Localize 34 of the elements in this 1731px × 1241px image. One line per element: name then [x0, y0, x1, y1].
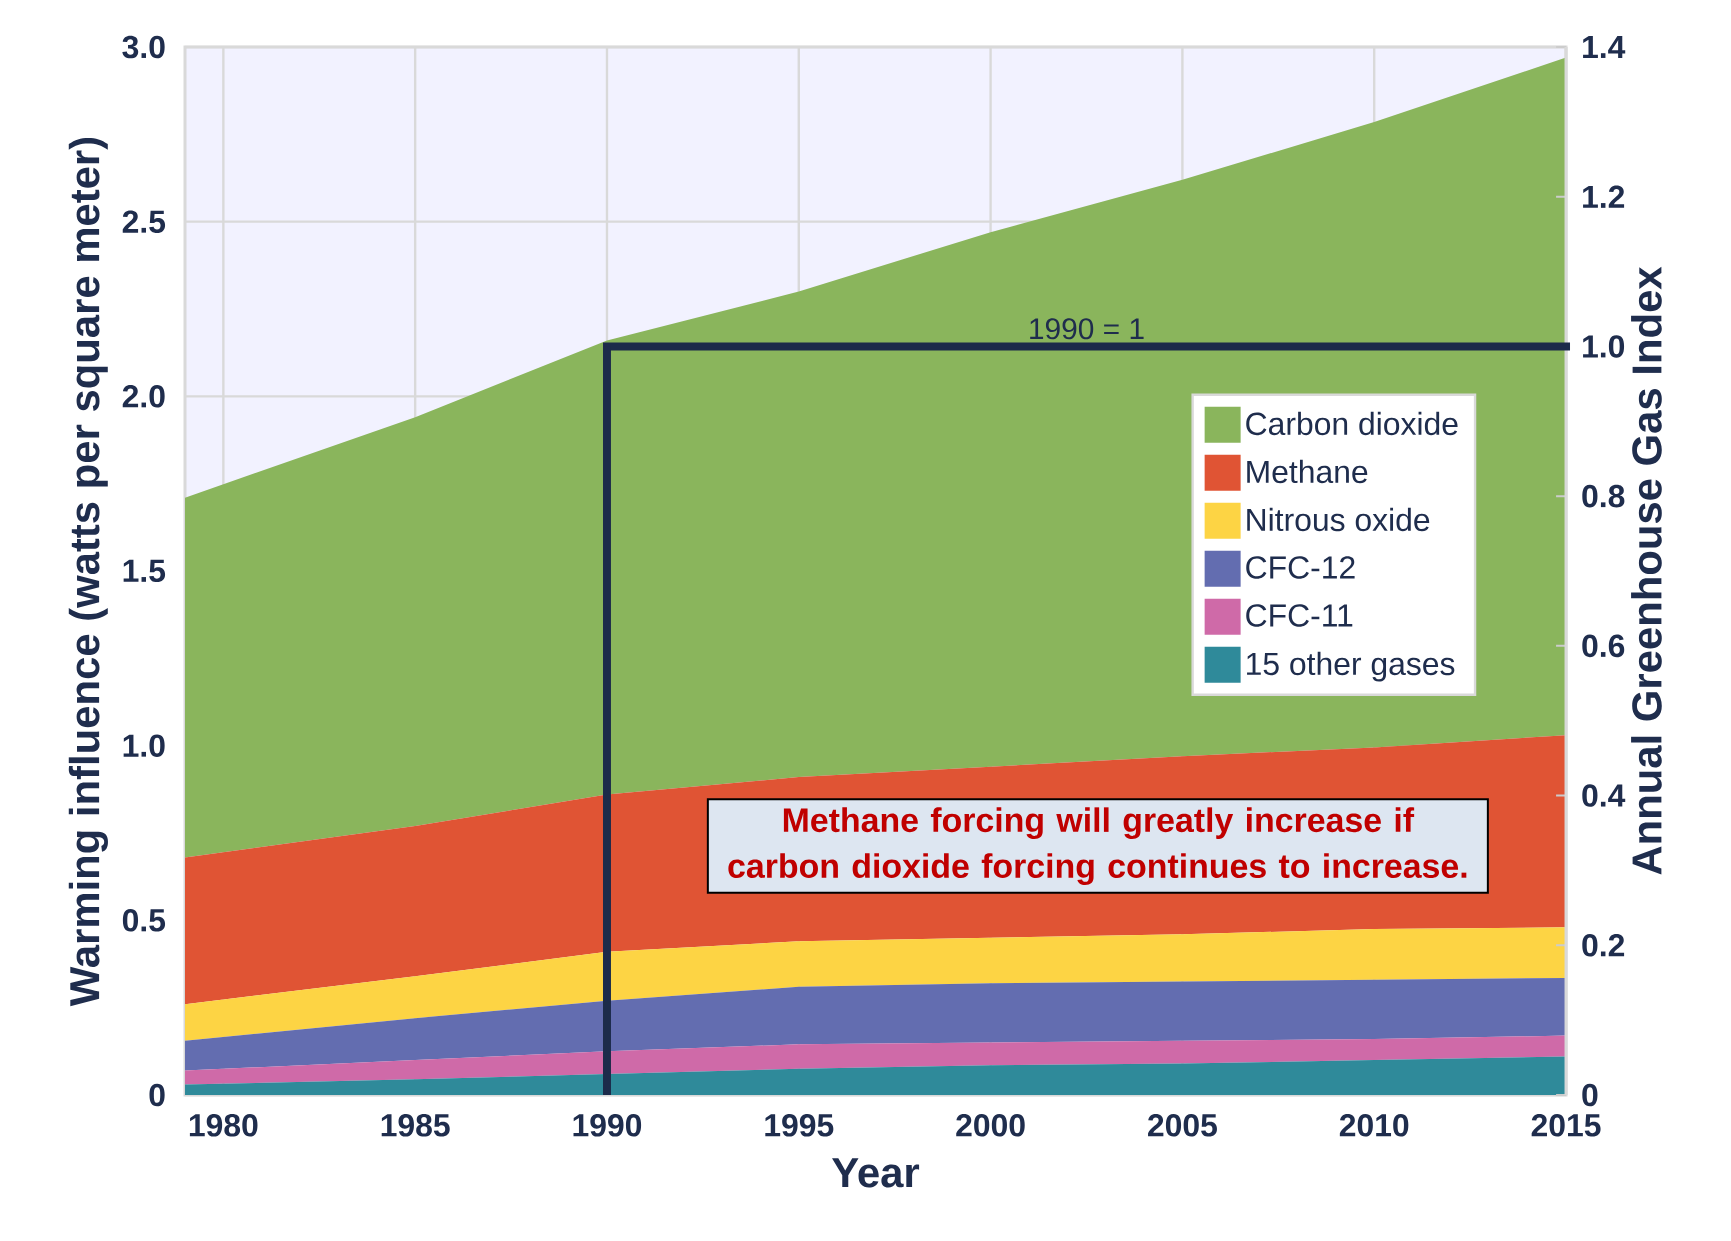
y-tick-label: 0	[149, 1083, 165, 1107]
x-tick-label: 2000	[956, 1114, 1025, 1137]
x-tick-label: 2010	[1339, 1114, 1409, 1137]
y2-tick-label: 1.2	[1583, 185, 1625, 208]
y2-tick-label: 0.8	[1582, 484, 1625, 508]
y-tick-label: 2.5	[122, 210, 166, 233]
y2-axis-title: Annual Greenhouse Gas Index	[1631, 266, 1662, 875]
y-tick-label: 3.0	[122, 35, 165, 59]
y-tick-label: 1.0	[123, 734, 165, 757]
x-tick-label: 2005	[1148, 1114, 1217, 1137]
x-tick-label: 1980	[189, 1114, 258, 1137]
y-tick-label: 1.5	[123, 559, 166, 583]
ref-line-label: 1990 = 1	[1030, 318, 1144, 340]
y2-tick-label: 0.2	[1582, 934, 1625, 957]
legend-label: Methane	[1247, 459, 1368, 484]
y-axis-title: Warming influence (watts per square meter)	[68, 137, 108, 1007]
x-tick-label: 1985	[381, 1114, 450, 1137]
x-axis-title: Year	[832, 1158, 920, 1188]
x-tick-label: 1995	[765, 1114, 834, 1137]
x-tick-label: 2015	[1531, 1114, 1601, 1137]
y-tick-label: 0.5	[122, 909, 166, 932]
y2-tick-label: 1.0	[1583, 335, 1625, 358]
legend-label: 15 other gases	[1247, 651, 1455, 682]
legend-label: CFC-11	[1246, 604, 1353, 627]
legend-label: CFC-12	[1246, 556, 1355, 579]
y2-tick-label: 0.4	[1582, 784, 1626, 807]
annotation: Methane forcing will greatly increase if carbon dioxide forcing continues to increase.	[728, 807, 1467, 885]
y2-tick-label: 0.6	[1582, 634, 1625, 658]
y2-tick-label: 1.4	[1583, 36, 1626, 58]
y-tick-label: 2.0	[122, 385, 165, 408]
y2-tick-label: 0	[1582, 1083, 1598, 1107]
legend-label: Carbon dioxide	[1246, 411, 1458, 436]
legend-label: Nitrous oxide	[1247, 507, 1430, 532]
x-tick-label: 1990	[573, 1114, 642, 1137]
